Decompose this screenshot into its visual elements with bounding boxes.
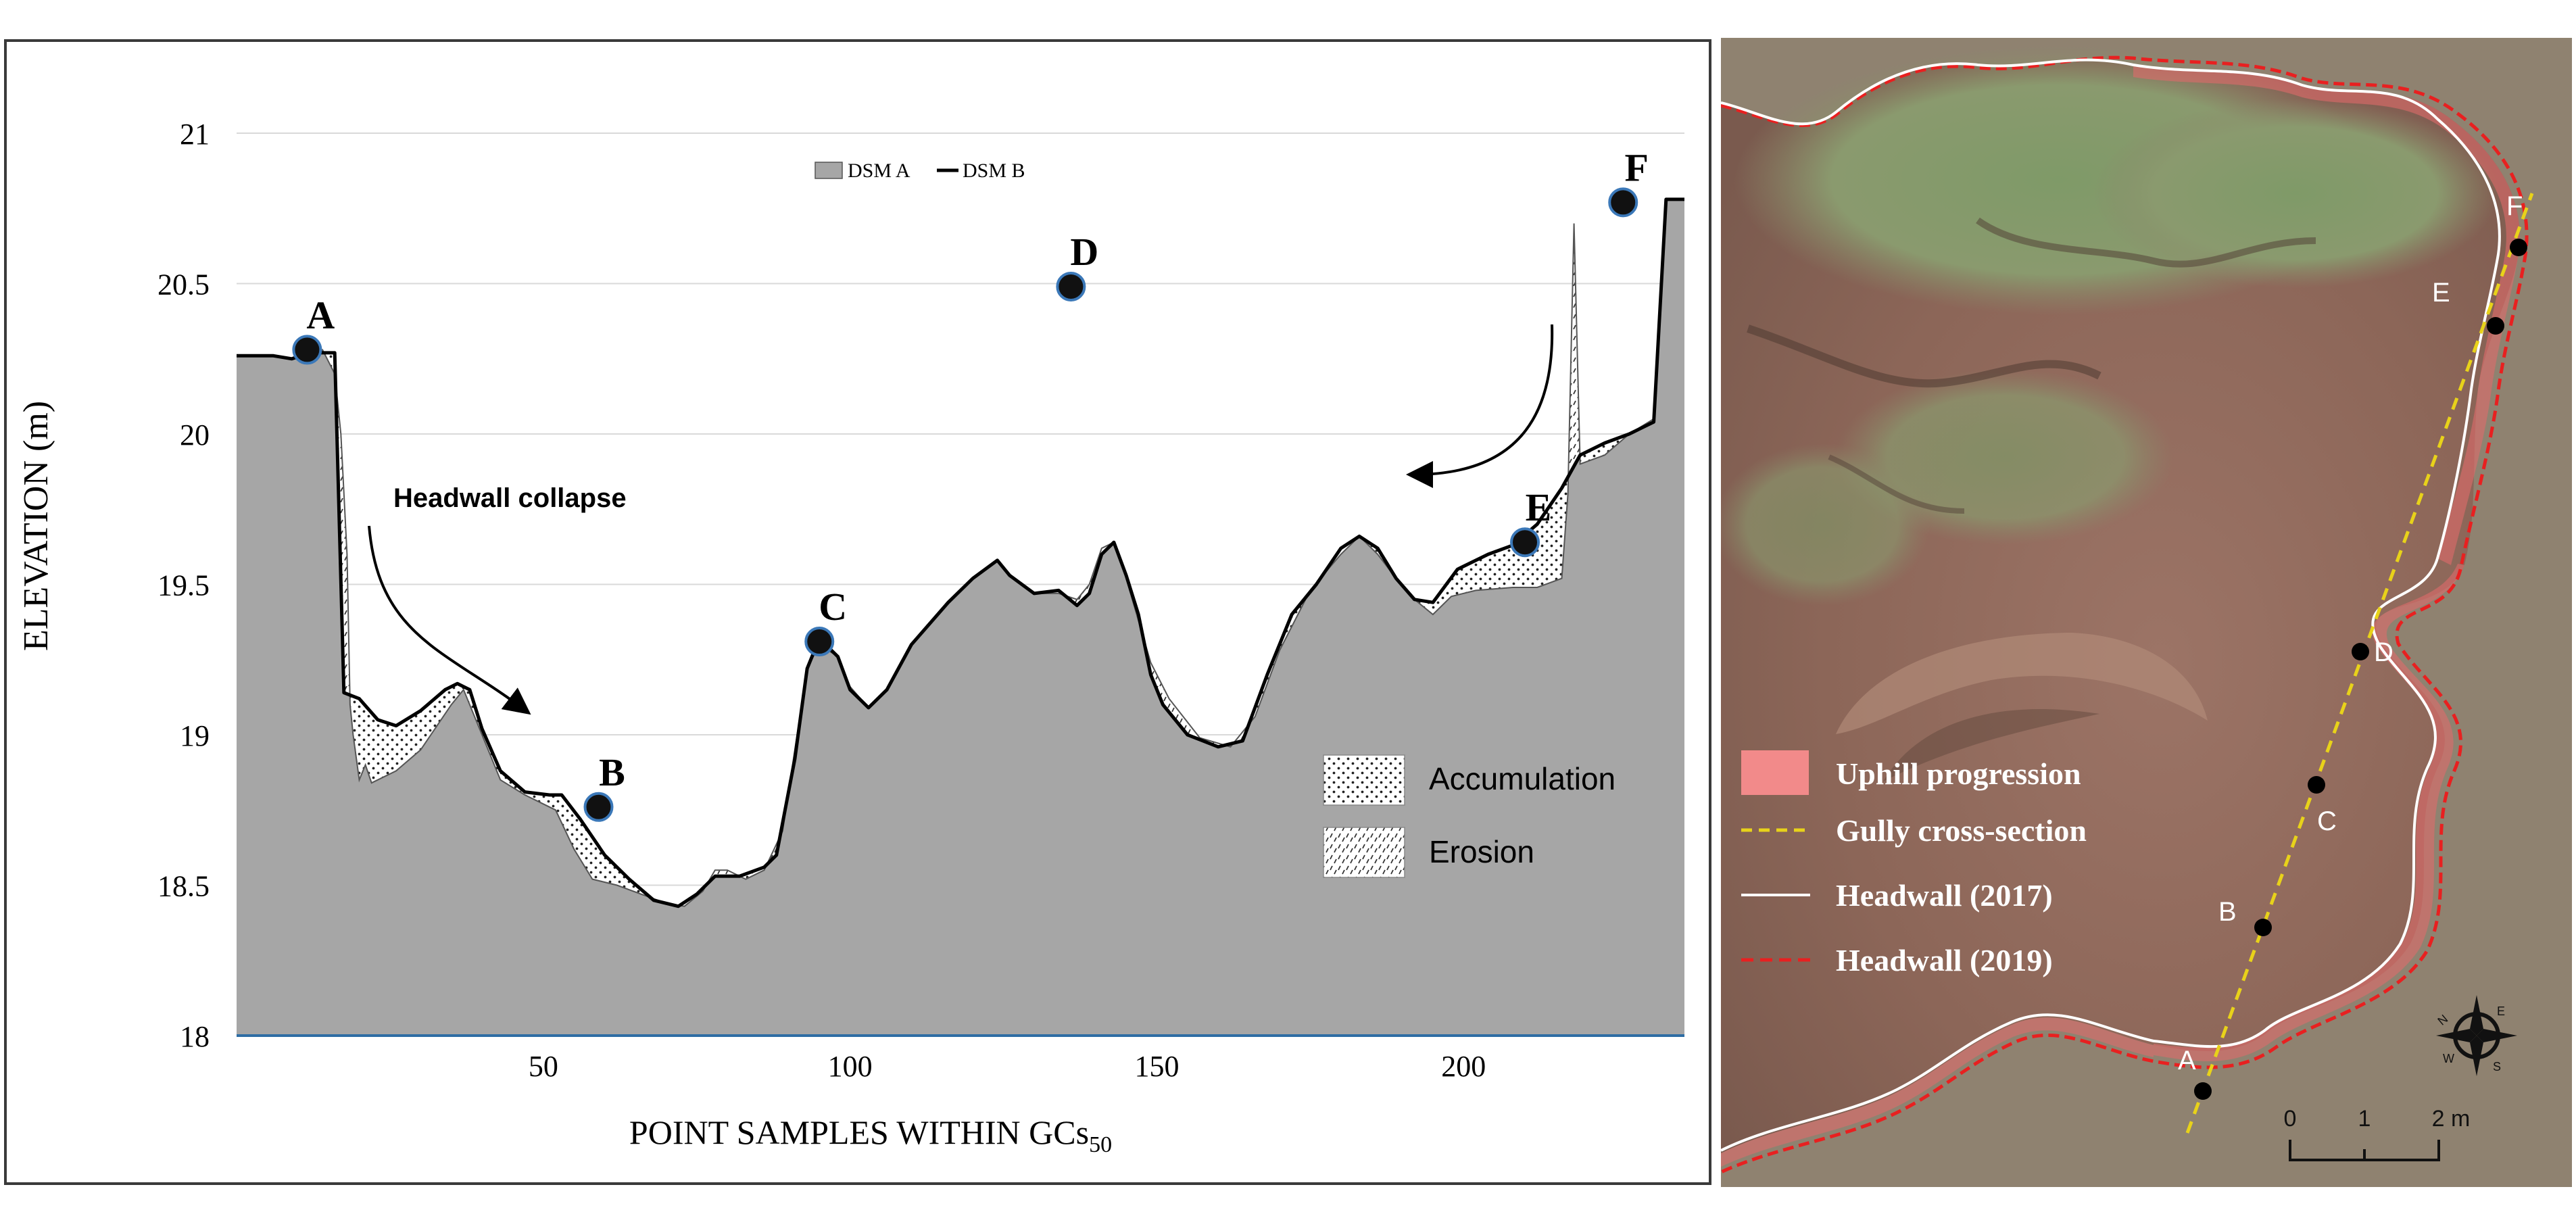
photo-point-label-e: E (2432, 278, 2450, 308)
slump-block (1836, 633, 2208, 734)
sample-point-b (583, 792, 614, 822)
dsm-a-area (237, 199, 1684, 1036)
photo-point-label-f: F (2506, 191, 2523, 221)
gully-crack (1976, 217, 2316, 268)
photo-point-label-a: A (2178, 1046, 2196, 1075)
y-tick-label: 20.5 (157, 268, 210, 301)
legend-label-accumulation: Accumulation (1429, 761, 1615, 796)
photo-point-c: C (2308, 776, 2337, 836)
compass-icon: N E S W (2435, 995, 2517, 1076)
photo-point-f: F (2506, 191, 2527, 256)
series-legend: DSM A DSM B (815, 160, 1025, 182)
gully-interior (1721, 59, 2520, 1154)
legend-swatch-uphill-progression (1741, 750, 1809, 795)
photo-point-label-b: B (2218, 897, 2237, 927)
sample-point-a (292, 335, 322, 365)
compass-letter-e: E (2497, 1005, 2505, 1018)
x-tick-label: 150 (1134, 1050, 1179, 1083)
sample-point-label-b: B (599, 750, 625, 794)
legend-label-headwall-2019: Headwall (2019) (1836, 943, 2053, 977)
legend-label-headwall-2017: Headwall (2017) (1836, 878, 2053, 913)
uphill-arrow (1406, 324, 1554, 488)
legend-label-gully-cross-section: Gully cross-section (1836, 813, 2087, 848)
compass-letter-s: S (2493, 1060, 2501, 1073)
gully-cross-section-line (2185, 193, 2534, 1134)
gully-profile-chart: 18 18.5 19 19.5 20 20.5 21 50 100 150 200 A B C D E F D… (17, 118, 1684, 1157)
legend-swatch-erosion (1323, 827, 1405, 878)
gully-crack (1828, 454, 1965, 514)
scale-bar: 0 1 2 m (2284, 1106, 2471, 1161)
aerial-photo: A B C D E F Uphill progression Gully cro… (1721, 38, 2572, 1187)
legend-label-dsm-a: DSM A (848, 160, 910, 182)
photo-point-b: B (2218, 897, 2272, 936)
chart-panel: 18 18.5 19 19.5 20 20.5 21 50 100 150 200 A B C D E F D… (4, 39, 1711, 1185)
sample-point-label-e: E (1526, 485, 1552, 529)
x-axis-title: POINT SAMPLES WITHIN GCs50 (629, 1113, 1112, 1157)
photo-point-label-c: C (2317, 806, 2337, 836)
legend-label-dsm-b: DSM B (963, 160, 1025, 182)
y-axis-title: ELEVATION (m) (17, 401, 55, 651)
x-tick-label: 50 (529, 1050, 558, 1083)
headwall-2017-line (1721, 58, 2501, 1152)
x-axis-title-subscript: 50 (1089, 1132, 1112, 1157)
photo-point-a: A (2178, 1046, 2212, 1100)
x-axis-title-main: POINT SAMPLES WITHIN GCs (629, 1113, 1089, 1151)
sample-point-label-f: F (1625, 145, 1649, 189)
uphill-progression-band (1721, 1017, 2154, 1167)
x-tick-label: 100 (828, 1050, 873, 1083)
headwall-collapse-arrow (368, 525, 531, 715)
y-tick-label: 19.5 (157, 569, 210, 602)
legend-swatch-accumulation (1323, 754, 1405, 806)
legend-label-erosion: Erosion (1429, 834, 1534, 869)
y-tick-label: 18 (180, 1020, 210, 1053)
sample-point-e (1510, 527, 1540, 558)
legend-label-uphill-progression: Uphill progression (1836, 756, 2081, 791)
sample-point-c (804, 627, 835, 657)
sample-point-label-d: D (1070, 230, 1098, 274)
photo-point-e: E (2432, 278, 2504, 335)
photo-point-label-d: D (2374, 637, 2393, 667)
gully-crack (1747, 324, 2101, 388)
chart-areas (237, 197, 1684, 1036)
sample-point-label-a: A (306, 293, 335, 337)
y-tick-label: 18.5 (157, 870, 210, 903)
scale-label-1: 1 (2358, 1106, 2371, 1132)
map-legend: Uphill progression Gully cross-section H… (1741, 750, 2087, 977)
scale-label-0: 0 (2284, 1106, 2297, 1132)
slump-block (1883, 709, 2099, 781)
dsm-b-line (237, 197, 1684, 909)
y-tick-label: 20 (180, 418, 210, 452)
grass-patch (1721, 443, 1930, 606)
headwall-collapse-annotation: Headwall collapse (393, 483, 627, 513)
compass-letter-w: W (2443, 1052, 2454, 1065)
y-tick-label: 21 (180, 118, 210, 151)
pattern-legend: Accumulation Erosion (1323, 754, 1615, 878)
legend-swatch-dsm-a (815, 162, 843, 179)
scale-label-2m: 2 m (2432, 1106, 2471, 1132)
sample-point-d (1056, 271, 1086, 301)
x-tick-label: 200 (1441, 1050, 1486, 1083)
grass-patch (2093, 99, 2498, 288)
sample-points: A B C D E F (292, 145, 1649, 822)
aerial-photo-panel: A B C D E F Uphill progression Gully cro… (1721, 38, 2572, 1187)
photo-point-d: D (2352, 637, 2393, 667)
sample-point-label-c: C (819, 585, 847, 629)
y-tick-label: 19 (180, 719, 210, 752)
sample-point-f (1608, 187, 1638, 218)
axes: 18 18.5 19 19.5 20 20.5 21 50 100 150 200 (157, 118, 1684, 1083)
